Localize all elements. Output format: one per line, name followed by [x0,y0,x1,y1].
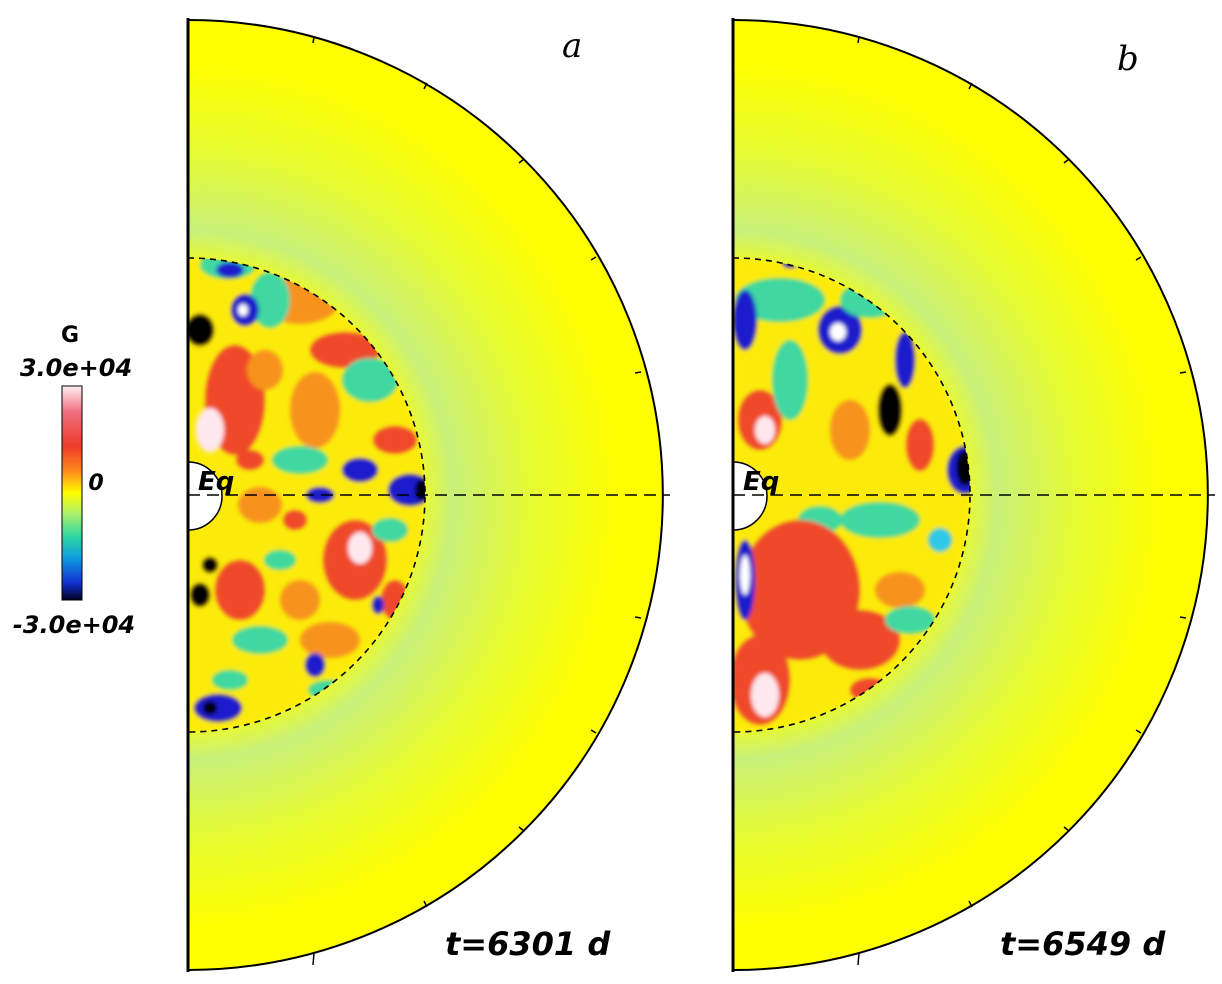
boundary-ticks [312,36,642,966]
inner-core [187,461,223,531]
time-label: t=6301 d [445,925,611,963]
time-label: t=6549 d [1000,925,1166,963]
panel-letter: b [1117,39,1139,79]
colorbar: G 3.0e+04 0 -3.0e+04 [13,323,135,639]
colorbar-max-label: 3.0e+04 [20,354,132,382]
colorbar-min-label: -3.0e+04 [13,611,135,639]
colorbar-mid-label: 0 [88,471,103,496]
colorbar-variable: G [61,323,79,348]
colorbar-gradient [61,385,83,601]
equator-label: Eq [198,467,234,497]
panel-a: a Eq t=6301 d [186,18,670,972]
tachocline-dashed [732,257,971,733]
panel-letter: a [562,26,582,66]
inner-core [732,461,768,531]
tachocline-dashed [187,257,426,733]
panel-b: b Eq t=6549 d [731,18,1215,972]
equator-label: Eq [743,467,779,497]
convection-pattern [188,258,425,732]
boundary-ticks [857,36,1187,966]
outer-boundary [187,19,664,971]
outer-boundary [732,19,1209,971]
